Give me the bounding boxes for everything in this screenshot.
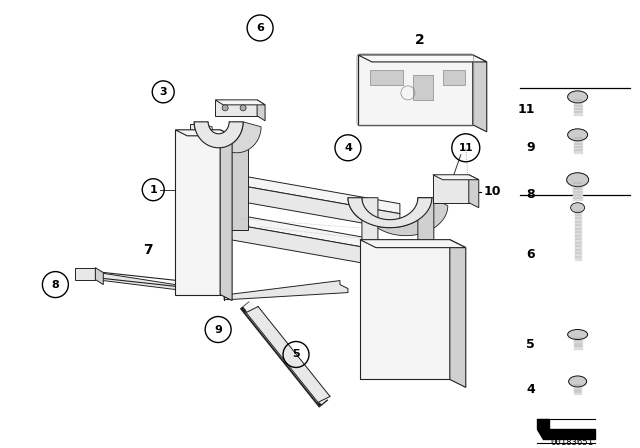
Polygon shape [370, 70, 403, 85]
Polygon shape [257, 100, 265, 121]
Polygon shape [348, 198, 448, 236]
Polygon shape [575, 208, 580, 260]
Text: 5: 5 [526, 338, 534, 351]
Ellipse shape [568, 376, 587, 387]
Text: 11: 11 [517, 103, 534, 116]
Polygon shape [230, 124, 248, 230]
Text: 4: 4 [344, 143, 352, 153]
Polygon shape [473, 55, 487, 132]
Polygon shape [574, 381, 581, 394]
Polygon shape [573, 180, 582, 200]
Polygon shape [443, 70, 465, 85]
Ellipse shape [568, 129, 588, 141]
Text: 2: 2 [415, 33, 425, 47]
Circle shape [240, 105, 246, 111]
Polygon shape [418, 198, 434, 348]
Polygon shape [537, 419, 548, 429]
Polygon shape [573, 335, 582, 349]
Polygon shape [194, 122, 261, 153]
Polygon shape [433, 175, 468, 202]
Text: 5: 5 [292, 349, 300, 359]
Polygon shape [246, 306, 330, 402]
Polygon shape [230, 174, 400, 214]
Polygon shape [194, 122, 243, 148]
Text: 4: 4 [526, 383, 534, 396]
Polygon shape [450, 240, 466, 388]
Polygon shape [358, 55, 487, 62]
Polygon shape [468, 175, 479, 208]
Polygon shape [537, 429, 595, 439]
Polygon shape [573, 135, 582, 153]
Text: 00183651: 00183651 [550, 438, 593, 447]
Polygon shape [360, 240, 450, 379]
Polygon shape [230, 184, 400, 230]
Polygon shape [230, 224, 400, 270]
Text: 3: 3 [159, 87, 167, 97]
Text: 8: 8 [526, 188, 534, 201]
Ellipse shape [568, 330, 588, 340]
Text: 8: 8 [51, 280, 60, 289]
Polygon shape [413, 75, 433, 100]
Polygon shape [358, 55, 473, 125]
Text: 6: 6 [526, 248, 534, 261]
Text: 6: 6 [256, 23, 264, 33]
Polygon shape [215, 100, 257, 116]
Circle shape [222, 105, 228, 111]
Polygon shape [76, 267, 95, 280]
Text: 9: 9 [214, 324, 222, 335]
Ellipse shape [568, 91, 588, 103]
Polygon shape [362, 198, 378, 340]
Polygon shape [190, 124, 207, 230]
Text: 9: 9 [526, 141, 534, 154]
Text: 1: 1 [149, 185, 157, 195]
Polygon shape [85, 271, 348, 300]
Text: 11: 11 [458, 143, 473, 153]
Polygon shape [95, 267, 103, 284]
Text: 10: 10 [484, 185, 501, 198]
Polygon shape [433, 175, 479, 180]
Text: 7: 7 [143, 243, 153, 257]
Polygon shape [348, 198, 432, 228]
Polygon shape [573, 97, 582, 115]
Polygon shape [215, 100, 265, 105]
Ellipse shape [566, 173, 589, 187]
Polygon shape [230, 214, 400, 254]
Polygon shape [175, 130, 232, 136]
Polygon shape [220, 130, 232, 301]
Polygon shape [360, 240, 466, 248]
Ellipse shape [571, 202, 584, 213]
Polygon shape [175, 130, 220, 295]
